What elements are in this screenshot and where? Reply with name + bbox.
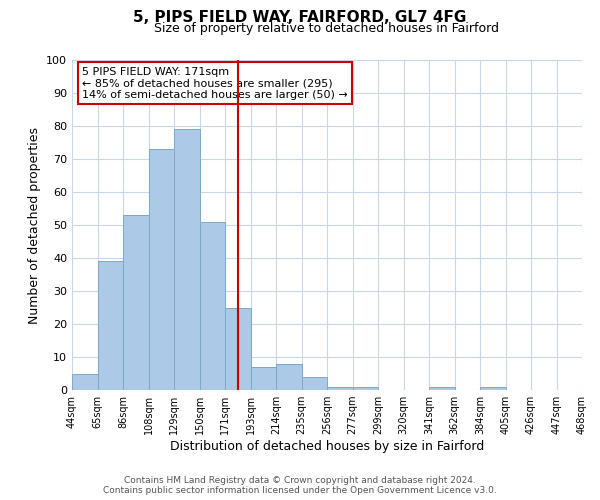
Bar xyxy=(429,386,455,390)
Bar xyxy=(302,377,327,390)
Bar xyxy=(251,367,276,390)
Bar xyxy=(72,374,97,390)
Bar xyxy=(97,262,123,390)
Title: Size of property relative to detached houses in Fairford: Size of property relative to detached ho… xyxy=(155,22,499,35)
Bar xyxy=(327,386,353,390)
Bar xyxy=(149,149,174,390)
Text: 5 PIPS FIELD WAY: 171sqm
← 85% of detached houses are smaller (295)
14% of semi-: 5 PIPS FIELD WAY: 171sqm ← 85% of detach… xyxy=(82,66,348,100)
Bar xyxy=(199,222,225,390)
Bar xyxy=(174,130,199,390)
Bar xyxy=(276,364,302,390)
Y-axis label: Number of detached properties: Number of detached properties xyxy=(28,126,41,324)
Bar xyxy=(353,386,378,390)
X-axis label: Distribution of detached houses by size in Fairford: Distribution of detached houses by size … xyxy=(170,440,484,453)
Text: 5, PIPS FIELD WAY, FAIRFORD, GL7 4FG: 5, PIPS FIELD WAY, FAIRFORD, GL7 4FG xyxy=(133,10,467,25)
Bar xyxy=(480,386,505,390)
Bar xyxy=(123,215,149,390)
Bar xyxy=(225,308,251,390)
Text: Contains HM Land Registry data © Crown copyright and database right 2024.
Contai: Contains HM Land Registry data © Crown c… xyxy=(103,476,497,495)
